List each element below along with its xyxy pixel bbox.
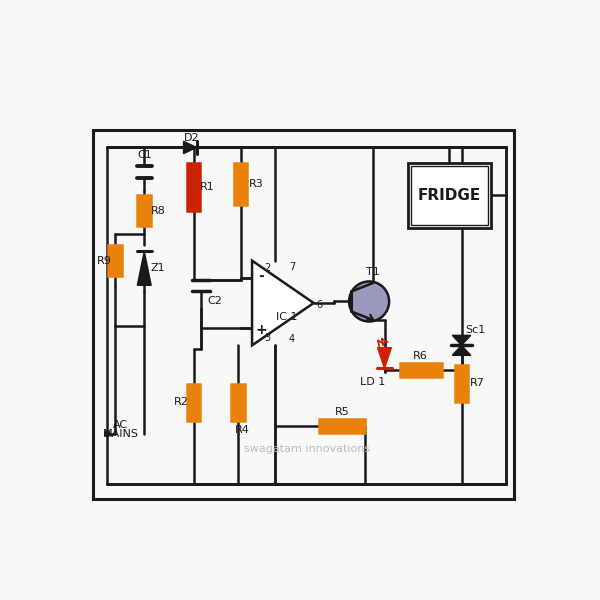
Bar <box>400 363 442 377</box>
Bar <box>187 384 200 421</box>
Text: MAINS: MAINS <box>103 429 139 439</box>
Text: R4: R4 <box>235 425 250 435</box>
Text: R5: R5 <box>335 407 350 418</box>
Text: R1: R1 <box>200 182 215 192</box>
Text: FRIDGE: FRIDGE <box>418 188 481 203</box>
Text: R2: R2 <box>174 397 188 407</box>
Text: C2: C2 <box>208 296 223 305</box>
Text: -: - <box>259 269 264 283</box>
Polygon shape <box>452 335 471 346</box>
Polygon shape <box>252 260 314 346</box>
Polygon shape <box>452 346 471 355</box>
Text: 7: 7 <box>289 262 295 272</box>
Text: T1: T1 <box>366 267 380 277</box>
Bar <box>410 166 488 225</box>
Text: AC: AC <box>113 419 128 430</box>
Text: Sc1: Sc1 <box>465 325 485 335</box>
Text: 4: 4 <box>289 334 295 344</box>
Text: R9: R9 <box>97 256 112 266</box>
Text: swagatam innovations: swagatam innovations <box>244 444 371 454</box>
Text: R7: R7 <box>469 378 484 388</box>
Bar <box>187 163 200 211</box>
Text: C1: C1 <box>137 150 152 160</box>
Text: Z1: Z1 <box>150 263 164 274</box>
Circle shape <box>349 281 389 322</box>
Bar <box>233 163 247 205</box>
Bar <box>108 245 122 276</box>
Bar <box>407 163 491 229</box>
Text: 6: 6 <box>317 299 323 310</box>
Text: LD 1: LD 1 <box>361 377 386 386</box>
Text: D2: D2 <box>184 133 199 143</box>
Bar <box>319 419 365 433</box>
Text: 3: 3 <box>265 332 271 343</box>
Text: R6: R6 <box>413 351 428 361</box>
Bar <box>94 130 514 499</box>
Polygon shape <box>377 347 391 368</box>
Text: 2: 2 <box>265 263 271 274</box>
Text: R3: R3 <box>248 179 263 188</box>
Polygon shape <box>137 251 151 285</box>
Text: R8: R8 <box>151 206 166 215</box>
Bar <box>231 384 245 421</box>
Circle shape <box>104 431 110 437</box>
Bar <box>455 365 469 401</box>
Text: +: + <box>256 323 267 337</box>
Polygon shape <box>184 141 197 154</box>
Text: IC 1: IC 1 <box>276 312 298 322</box>
Bar <box>137 195 151 226</box>
